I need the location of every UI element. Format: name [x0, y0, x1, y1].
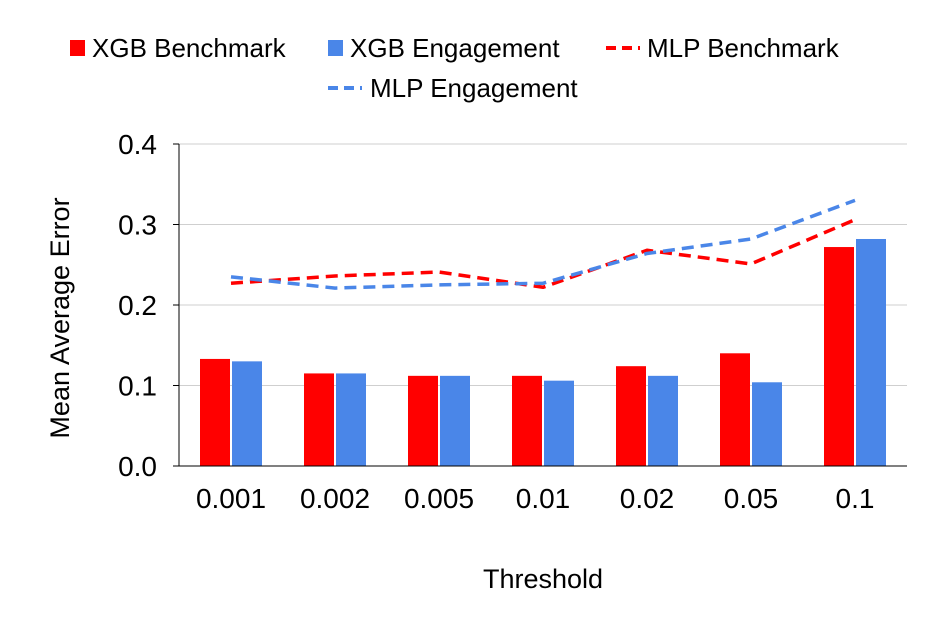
- line-mlp-benchmark: [230, 218, 856, 290]
- legend: XGB Benchmark XGB Engagement MLP Benchma…: [70, 33, 840, 103]
- bar-xgb-engagement-0.05: [752, 382, 782, 466]
- y-axis-ticks: 0.0 0.1 0.2 0.3 0.4: [118, 129, 179, 482]
- legend-swatch-xgb-benchmark: [70, 40, 85, 56]
- bar-xgb-benchmark-0.05: [720, 353, 750, 466]
- bar-xgb-benchmark-0.002: [304, 373, 334, 466]
- bar-xgb-engagement-0.02: [648, 375, 678, 466]
- y-axis-label: Mean Average Error: [45, 197, 75, 438]
- y-tick-label: 0.3: [118, 210, 157, 241]
- gridlines: [179, 143, 907, 386]
- x-tick-label: 0.005: [404, 483, 474, 514]
- line-mlp-engagement: [230, 198, 856, 290]
- x-axis-label: Threshold: [483, 564, 603, 594]
- y-tick-label: 0.1: [118, 371, 157, 402]
- legend-label-mlp-benchmark: MLP Benchmark: [647, 33, 840, 63]
- x-tick-label: 0.05: [724, 483, 779, 514]
- legend-label-xgb-engagement: XGB Engagement: [350, 33, 560, 63]
- bar-xgb-engagement-0.01: [544, 380, 574, 466]
- bar-xgb-engagement-0.1: [856, 238, 886, 466]
- y-tick-label: 0.4: [118, 129, 157, 160]
- bar-xgb-benchmark-0.005: [408, 375, 438, 466]
- legend-label-mlp-engagement: MLP Engagement: [370, 73, 578, 103]
- x-axis-ticks: 0.001 0.002 0.005 0.01 0.02 0.05 0.1: [196, 483, 875, 514]
- x-tick-label: 0.1: [836, 483, 875, 514]
- x-tick-label: 0.002: [300, 483, 370, 514]
- y-tick-label: 0.0: [118, 451, 157, 482]
- bars: [200, 238, 886, 466]
- bar-xgb-benchmark-0.1: [824, 247, 854, 466]
- x-tick-label: 0.001: [196, 483, 266, 514]
- bar-xgb-engagement-0.005: [440, 375, 470, 466]
- legend-label-xgb-benchmark: XGB Benchmark: [92, 33, 287, 63]
- x-tick-label: 0.01: [516, 483, 571, 514]
- bar-xgb-benchmark-0.01: [512, 375, 542, 466]
- bar-xgb-benchmark-0.001: [200, 358, 230, 466]
- series-lines: [230, 198, 856, 290]
- x-tick-label: 0.02: [620, 483, 675, 514]
- bar-xgb-engagement-0.001: [232, 361, 262, 466]
- bar-xgb-engagement-0.002: [336, 373, 366, 466]
- y-tick-label: 0.2: [118, 290, 157, 321]
- bar-xgb-benchmark-0.02: [616, 366, 646, 466]
- legend-swatch-xgb-engagement: [328, 40, 343, 56]
